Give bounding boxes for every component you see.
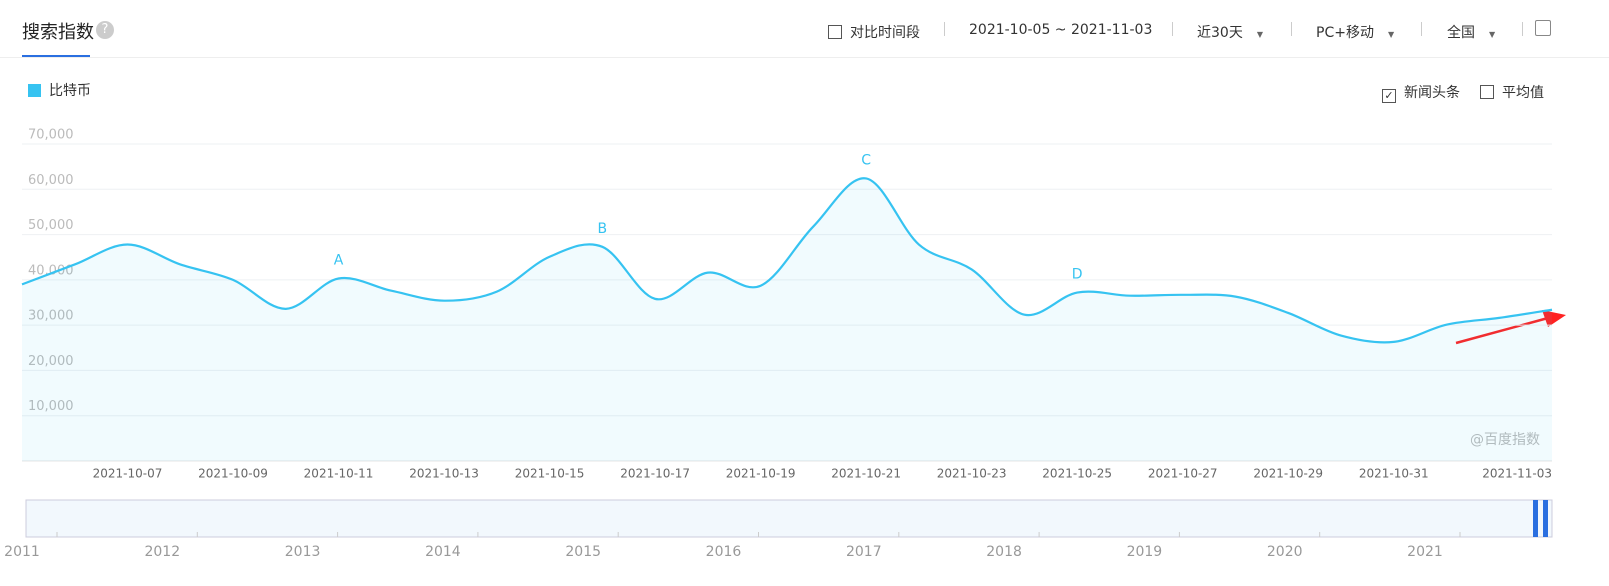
navigator-year: 2015 xyxy=(565,544,601,560)
annotation: A xyxy=(334,252,344,268)
navigator-year: 2017 xyxy=(846,544,882,560)
watermark: @百度指数 xyxy=(1470,432,1540,448)
device-select[interactable]: PC+移动 ▼ xyxy=(1316,25,1395,41)
navigator-year: 2020 xyxy=(1267,544,1303,560)
navigator-year: 2016 xyxy=(706,544,742,560)
region-label: 全国 xyxy=(1447,25,1475,41)
arrow xyxy=(1455,316,1549,345)
line xyxy=(21,177,1553,344)
option-label: 新闻头条 xyxy=(1404,85,1460,101)
navigator-year: 2014 xyxy=(425,544,461,560)
news-toggle[interactable]: ✓ 新闻头条 xyxy=(1382,82,1460,103)
tab-underline xyxy=(22,55,90,57)
y-tick-label: 50,000 xyxy=(28,218,74,233)
legend-label: 比特币 xyxy=(49,83,91,99)
annotation: C xyxy=(861,152,871,168)
x-tick-label: 2021-10-27 xyxy=(1148,467,1218,481)
x-tick-label: 2021-10-07 xyxy=(93,467,163,481)
x-tick-label: 2021-10-23 xyxy=(937,467,1007,481)
period-select[interactable]: 近30天 ▼ xyxy=(1197,25,1263,41)
x-tick-label: 2021-11-03 xyxy=(1482,467,1552,481)
annotation: B xyxy=(598,221,608,237)
navigator-year: 2011 xyxy=(4,544,40,560)
area-fill xyxy=(22,178,1552,461)
region-select[interactable]: 全国 ▼ xyxy=(1447,25,1496,41)
export-icon[interactable] xyxy=(1535,20,1551,36)
x-tick-label: 2021-10-15 xyxy=(515,467,585,481)
tab-title[interactable]: 搜索指数 xyxy=(22,22,94,43)
navigator-handle[interactable] xyxy=(1543,500,1548,537)
y-tick-label: 10,000 xyxy=(28,399,74,414)
x-tick-label: 2021-10-25 xyxy=(1042,467,1112,481)
y-tick-label: 60,000 xyxy=(28,173,74,188)
period-label: 近30天 xyxy=(1197,25,1243,41)
legend-swatch xyxy=(28,84,41,97)
option-label: 平均值 xyxy=(1502,85,1544,101)
x-tick-label: 2021-10-31 xyxy=(1359,467,1429,481)
navigator-year: 2012 xyxy=(144,544,180,560)
separator xyxy=(944,22,945,36)
x-tick-label: 2021-10-21 xyxy=(831,467,901,481)
x-tick-label: 2021-10-17 xyxy=(620,467,690,481)
x-tick-label: 2021-10-09 xyxy=(198,467,268,481)
arrow-head xyxy=(1542,310,1566,327)
navigator-year: 2013 xyxy=(285,544,321,560)
x-tick-label: 2021-10-11 xyxy=(304,467,374,481)
divider xyxy=(0,57,1609,58)
date-range[interactable]: 2021-10-05 ~ 2021-11-03 xyxy=(969,22,1153,38)
separator xyxy=(1172,22,1173,36)
average-toggle[interactable]: 平均值 xyxy=(1480,82,1544,102)
annotation: D xyxy=(1072,267,1083,283)
device-label: PC+移动 xyxy=(1316,25,1374,41)
x-tick-label: 2021-10-29 xyxy=(1253,467,1323,481)
separator xyxy=(1522,22,1523,36)
navigator[interactable] xyxy=(25,499,1553,538)
separator xyxy=(1291,22,1292,36)
legend[interactable]: 比特币 xyxy=(28,80,91,100)
x-tick-label: 2021-10-19 xyxy=(726,467,796,481)
y-tick-label: 30,000 xyxy=(28,309,74,324)
x-tick-label: 2021-10-13 xyxy=(409,467,479,481)
compare-toggle[interactable]: 对比时间段 xyxy=(828,22,920,42)
help-icon[interactable]: ? xyxy=(96,21,114,39)
y-tick-label: 40,000 xyxy=(28,263,74,278)
separator xyxy=(1421,22,1422,36)
navigator-year: 2021 xyxy=(1407,544,1443,560)
compare-label: 对比时间段 xyxy=(850,25,920,41)
navigator-handle[interactable] xyxy=(1533,500,1538,537)
y-tick-label: 70,000 xyxy=(28,128,74,143)
navigator-year: 2018 xyxy=(986,544,1022,560)
navigator-year: 2019 xyxy=(1127,544,1163,560)
y-tick-label: 20,000 xyxy=(28,354,74,369)
